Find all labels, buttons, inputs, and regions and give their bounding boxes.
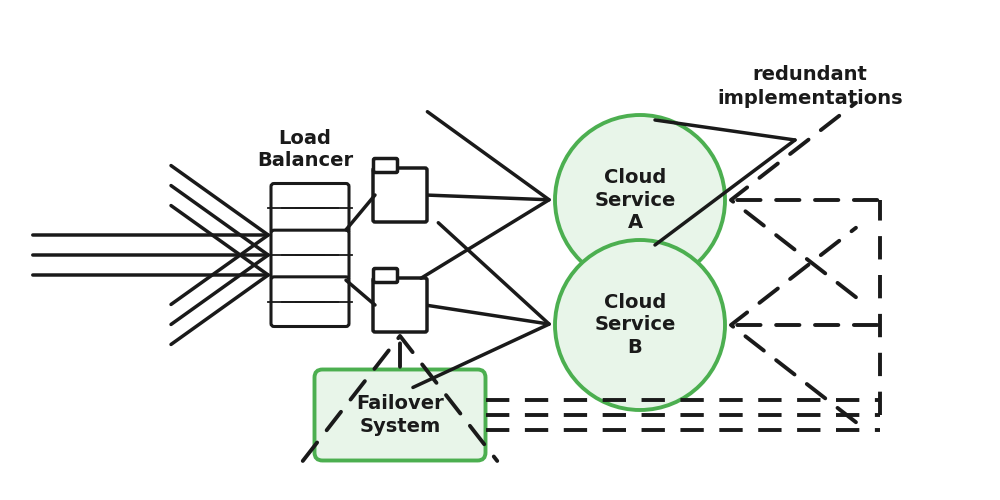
Circle shape xyxy=(555,240,725,410)
FancyBboxPatch shape xyxy=(373,278,427,332)
Text: Cloud
Service
B: Cloud Service B xyxy=(594,292,676,357)
FancyBboxPatch shape xyxy=(271,184,349,233)
FancyBboxPatch shape xyxy=(373,168,427,222)
Text: Failover
System: Failover System xyxy=(356,394,444,436)
FancyBboxPatch shape xyxy=(374,158,398,172)
FancyBboxPatch shape xyxy=(314,370,486,460)
Text: redundant
implementations: redundant implementations xyxy=(717,65,903,108)
FancyBboxPatch shape xyxy=(271,277,349,326)
Circle shape xyxy=(555,115,725,285)
FancyBboxPatch shape xyxy=(374,268,398,282)
FancyBboxPatch shape xyxy=(271,230,349,280)
Text: Cloud
Service
A: Cloud Service A xyxy=(594,168,676,232)
Text: Load
Balancer: Load Balancer xyxy=(257,129,353,170)
